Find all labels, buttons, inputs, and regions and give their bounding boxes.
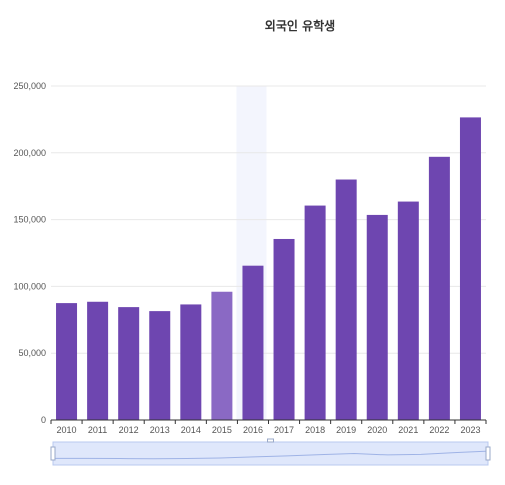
x-tick-label: 2010 [57,425,77,435]
bar-2022[interactable] [428,156,450,421]
x-tick-label: 2017 [274,425,294,435]
x-tick-label: 2023 [460,425,480,435]
bar-2011[interactable] [87,301,109,420]
y-tick-label: 250,000 [13,81,46,91]
x-tick-label: 2022 [429,425,449,435]
bar-2021[interactable] [397,201,419,420]
zoom-slider-track[interactable] [52,441,489,466]
bar-2010[interactable] [56,303,78,420]
x-tick-label: 2020 [367,425,387,435]
bar-2017[interactable] [273,238,295,420]
chart-title: 외국인 유학생 [264,19,336,33]
zoom-slider-right-handle[interactable] [485,446,491,461]
x-tick-label: 2016 [243,425,263,435]
x-tick-label: 2014 [181,425,201,435]
bar-2012[interactable] [118,307,140,420]
x-tick-label: 2011 [88,425,107,435]
bar-2013[interactable] [149,311,171,420]
zoom-slider-preview-line [52,450,489,460]
bar-2018[interactable] [304,205,326,420]
y-tick-label: 100,000 [13,281,46,291]
bar-2019[interactable] [335,179,357,420]
bar-2020[interactable] [366,214,388,420]
y-tick-label: 150,000 [13,215,46,225]
y-tick-label: 200,000 [13,148,46,158]
y-tick-label: 0 [41,415,46,425]
y-tick-label: 50,000 [18,348,46,358]
x-tick-label: 2012 [119,425,139,435]
bar-2016[interactable] [242,265,264,420]
bar-2023[interactable] [459,117,481,421]
x-tick-label: 2021 [398,425,418,435]
x-tick-label: 2019 [336,425,356,435]
bar-2014[interactable] [180,304,202,420]
x-tick-label: 2018 [305,425,325,435]
x-tick-label: 2013 [150,425,170,435]
zoom-slider-left-handle[interactable] [50,446,56,461]
bar-2015[interactable] [211,291,233,420]
x-tick-label: 2015 [212,425,232,435]
zoom-slider-move-handle[interactable] [267,438,274,443]
